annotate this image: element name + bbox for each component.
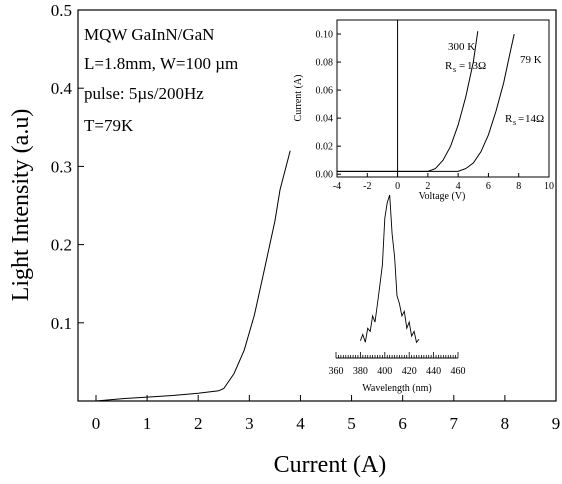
inset-y-label: Current (A) [293,75,304,122]
inset-x-tick-label: -2 [363,181,371,192]
spectrum-x-tick-label: 440 [426,366,441,377]
inset-y-tick-label: 0.10 [316,30,334,41]
inset-rs-79k-value: 14Ω [525,113,544,125]
inset-rs-300k-symbol: R [445,60,453,72]
inset-rs-79k-subscript: s [513,118,516,127]
inset-rs-300k-subscript: s [453,65,456,74]
main-plot-frame [77,9,557,402]
inset-x-tick-label: 10 [544,181,554,192]
spectrum-x-label: Wavelength (nm) [362,383,431,394]
spectrum-series-line [359,194,420,344]
inset-rs-300k-equals: = [459,60,465,72]
main-x-tick-label: 4 [296,414,305,433]
main-y-tick-label: 0.2 [51,236,72,255]
inset-y-tick-label: 0.04 [316,114,334,125]
spectrum-x-tick-label: 360 [329,366,344,377]
main-x-tick-label: 0 [92,414,101,433]
annotation-temperature: T=79K [84,116,134,135]
spectrum-x-tick-label: 420 [402,366,417,377]
main-y-tick-label: 0.4 [51,79,73,98]
main-x-tick-label: 7 [450,414,459,433]
main-y-tick-label: 0.1 [51,314,72,333]
main-y-label: Light Intensity (a.u) [8,109,34,302]
main-y-tick-label: 0.5 [51,1,72,20]
inset-label-300k: 300 K [448,41,475,53]
main-x-tick-label: 3 [245,414,254,433]
inset-x-tick-label: 6 [486,181,491,192]
inset-iv-frame [336,19,550,178]
inset-x-tick-label: 4 [456,181,461,192]
inset-y-tick-label: 0.06 [316,86,334,97]
main-x-tick-label: 8 [501,414,510,433]
spectrum-x-ticks: 360 380 400 420 440 460 [329,352,466,377]
spectrum-x-tick-label: 460 [451,366,466,377]
inset-series-79k-line [337,33,515,172]
inset-rs-300k-value: 13Ω [467,60,486,72]
main-x-label: Current (A) [274,452,387,478]
annotation-pulse: pulse: 5µs/200Hz [84,84,204,103]
inset-x-tick-label: 8 [516,181,521,192]
spectrum-x-tick-label: 400 [377,366,392,377]
main-x-tick-label: 1 [143,414,152,433]
inset-y-tick-label: 0.02 [316,142,334,153]
main-x-tick-label: 2 [194,414,203,433]
annotation-dimensions: L=1.8mm, W=100 µm [84,54,238,73]
main-x-tick-label: 9 [552,414,561,433]
main-x-ticks: 0 1 2 3 4 5 6 7 8 9 [92,395,561,433]
inset-y-ticks: 0.00 0.02 0.04 0.06 0.08 0.10 [316,30,341,181]
main-x-tick-label: 5 [347,414,356,433]
inset-x-ticks: -4 -2 0 2 4 6 8 10 [333,173,554,192]
inset-y-tick-label: 0.00 [316,170,334,181]
inset-x-tick-label: -4 [333,181,341,192]
annotation-structure: MQW GaInN/GaN [84,25,214,44]
inset-rs-79k-equals: = [518,113,524,125]
main-series-line [95,150,291,402]
main-y-ticks: 0.1 0.2 0.3 0.4 0.5 [51,1,84,333]
inset-y-tick-label: 0.08 [316,58,334,69]
spectrum-x-tick-label: 380 [353,366,368,377]
inset-rs-79k-symbol: R [505,113,513,125]
inset-x-tick-label: 2 [425,181,430,192]
inset-x-label: Voltage (V) [419,191,466,202]
inset-x-tick-label: 0 [395,181,400,192]
main-x-tick-label: 6 [398,414,407,433]
inset-label-79k: 79 K [520,54,542,66]
main-y-tick-label: 0.3 [51,157,72,176]
